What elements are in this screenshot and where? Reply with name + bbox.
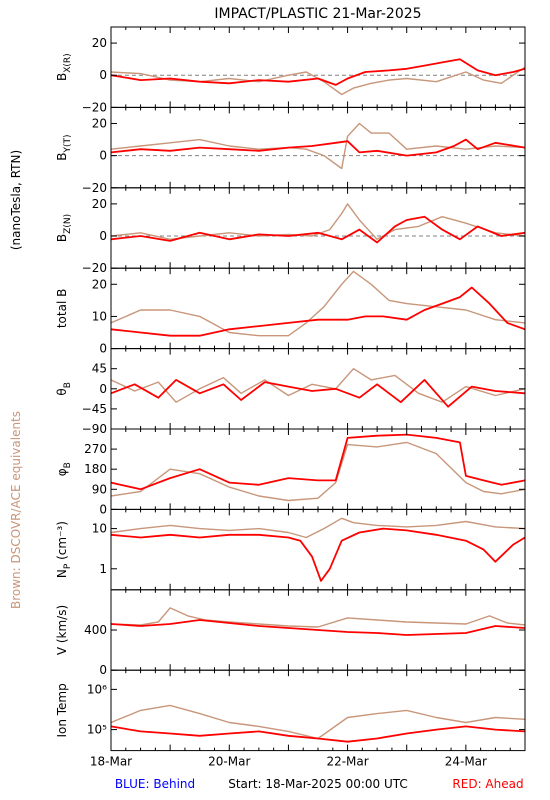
btotal-reference-series <box>110 270 526 337</box>
theta-ylabel: θB <box>55 382 73 396</box>
theta-ytick-label-2: −45 <box>82 402 107 416</box>
bz-ahead-series <box>110 215 526 244</box>
theta-ytick-label-3: −90 <box>82 422 107 436</box>
bx-ytick-label-1: 0 <box>99 68 107 82</box>
legend-behind: BLUE: Behind <box>115 777 195 791</box>
phi-ylabel: φB <box>55 462 73 476</box>
density-ytick-label-0: 10 <box>92 522 107 536</box>
phi-ahead-series <box>110 433 526 491</box>
phi-ytick-label-2: 90 <box>92 482 107 496</box>
density-ylabel-sub: P <box>63 563 73 569</box>
legend-ahead: RED: Ahead <box>452 777 523 791</box>
phi-ylabel-sub: B <box>63 462 73 468</box>
btotal-ytick-label-0: 20 <box>92 277 107 291</box>
by-ytick-label-0: 20 <box>92 116 107 130</box>
speed-reference-series <box>110 607 526 628</box>
panel-bz: 20 0 −20 BZ(N) <box>55 187 526 275</box>
density-ylabel-rest: (cm⁻³) <box>55 521 69 564</box>
theta-ahead-series <box>110 378 526 408</box>
phi-ytick-label-3: 0 <box>99 502 107 516</box>
density-ylabel: NP (cm⁻³) <box>55 521 73 578</box>
panel-density: 10 1 NP (cm⁻³) <box>55 508 526 591</box>
density-reference-series <box>110 517 526 539</box>
panel-speed: 400 0 V (km/s) <box>55 589 526 677</box>
density-ytick-label-1: 1 <box>99 562 107 576</box>
speed-ytick-label-0: 400 <box>84 623 107 637</box>
panel-btotal: 20 10 0 total B <box>55 267 526 356</box>
bx-ahead-series <box>110 58 526 86</box>
by-frame <box>110 106 526 189</box>
bx-ylabel: BX(R) <box>55 53 73 81</box>
panel-by: 20 0 −20 BY(T) <box>55 106 526 195</box>
bz-ylabel-sub: Z(N) <box>63 214 73 234</box>
x-tick-label-3: 24-Mar <box>445 755 487 769</box>
speed-ytick-label-1: 0 <box>99 663 107 677</box>
bz-reference-series <box>110 203 526 241</box>
bx-ytick-label-0: 20 <box>92 36 107 50</box>
bz-frame <box>110 187 526 269</box>
btotal-ahead-series <box>110 286 526 337</box>
phi-ytick-label-1: 180 <box>84 462 107 476</box>
by-ytick-label-2: −20 <box>82 181 107 195</box>
x-tick-label-0: 18-Mar <box>90 755 132 769</box>
btotal-ytick-label-2: 0 <box>99 342 107 356</box>
phi-ytick-label-0: 270 <box>84 442 107 456</box>
phi-reference-series <box>110 441 526 502</box>
bz-ylabel: BZ(N) <box>55 214 73 242</box>
theta-ytick-label-1: 0 <box>99 382 107 396</box>
panel-phi: 270 180 90 0 φB <box>55 428 526 516</box>
panel-temperature: 10⁶ 10⁵ Ion Temp <box>55 669 526 752</box>
theta-ytick-label-0: 45 <box>92 362 107 376</box>
theta-ylabel-sub: B <box>63 382 73 388</box>
bx-reference-series <box>110 66 526 96</box>
temperature-ylabel: Ion Temp <box>55 683 69 737</box>
btotal-ytick-label-1: 10 <box>92 309 107 323</box>
start-time-label: Start: 18-Mar-2025 00:00 UTC <box>228 777 408 791</box>
speed-ahead-series <box>110 619 526 636</box>
bz-ytick-label-1: 0 <box>99 229 107 243</box>
panels-group: 200−20BX(R)200−20BY(T)200−20BZ(N)20100to… <box>55 26 526 752</box>
x-axis-ticks: 18-Mar 20-Mar 22-Mar 24-Mar <box>90 755 487 769</box>
reference-side-label: Brown: DSCOVR/ACE equivalents <box>9 411 23 609</box>
x-tick-label-2: 22-Mar <box>326 755 368 769</box>
speed-ylabel: V (km/s) <box>55 605 69 655</box>
x-tick-label-1: 20-Mar <box>208 755 250 769</box>
units-side-label: (nanoTesla, RTN) <box>9 150 23 250</box>
chart-title: IMPACT/PLASTIC 21-Mar-2025 <box>214 6 421 22</box>
bz-ytick-label-2: −20 <box>82 261 107 275</box>
bx-ylabel-sub: X(R) <box>63 53 73 72</box>
btotal-ylabel: total B <box>55 289 69 329</box>
by-ylabel-sub: Y(T) <box>63 134 73 153</box>
panel-bx: 20 0 −20 BX(R) <box>55 26 526 114</box>
by-ylabel: BY(T) <box>55 134 73 160</box>
bx-frame <box>110 26 526 108</box>
by-ytick-label-1: 0 <box>99 149 107 163</box>
bx-ytick-label-2: −20 <box>82 100 107 114</box>
temperature-ytick-label-0: 10⁶ <box>87 682 107 696</box>
by-reference-series <box>110 122 526 170</box>
density-ahead-series <box>110 527 526 582</box>
temperature-ahead-series <box>110 725 526 743</box>
by-ahead-series <box>110 138 526 157</box>
temperature-ytick-label-1: 10⁵ <box>87 723 107 737</box>
panel-theta: 45 0 −45 −90 θB <box>55 348 526 436</box>
theta-reference-series <box>110 368 526 403</box>
bz-ytick-label-0: 20 <box>92 197 107 211</box>
